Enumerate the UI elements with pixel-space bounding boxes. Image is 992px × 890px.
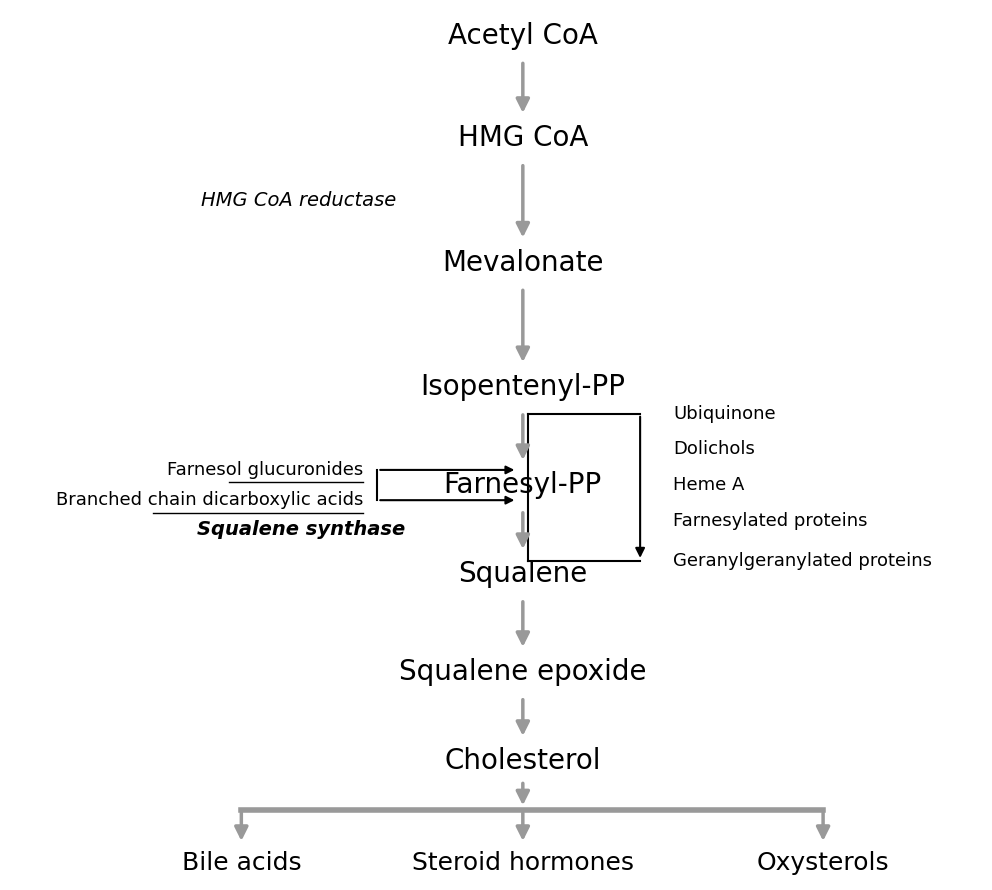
Text: Squalene: Squalene [458,560,587,588]
Text: Isopentenyl-PP: Isopentenyl-PP [421,373,625,401]
Text: HMG CoA: HMG CoA [457,124,588,152]
Text: Bile acids: Bile acids [182,852,302,875]
Text: Geranylgeranylated proteins: Geranylgeranylated proteins [673,552,931,570]
Text: Squalene epoxide: Squalene epoxide [399,658,647,686]
Text: Farnesylated proteins: Farnesylated proteins [673,512,867,530]
Text: Branched chain dicarboxylic acids: Branched chain dicarboxylic acids [56,491,363,509]
Text: Acetyl CoA: Acetyl CoA [448,21,598,50]
Text: Ubiquinone: Ubiquinone [673,405,776,423]
Text: Squalene synthase: Squalene synthase [197,520,406,539]
Text: Dolichols: Dolichols [673,441,755,458]
Text: Farnesyl-PP: Farnesyl-PP [443,471,602,499]
Text: Heme A: Heme A [673,476,744,494]
Text: Oxysterols: Oxysterols [757,852,890,875]
Text: Steroid hormones: Steroid hormones [412,852,634,875]
Text: Cholesterol: Cholesterol [444,747,601,775]
Text: Farnesol glucuronides: Farnesol glucuronides [167,461,363,479]
Text: HMG CoA reductase: HMG CoA reductase [201,190,396,210]
Text: Mevalonate: Mevalonate [442,248,603,277]
